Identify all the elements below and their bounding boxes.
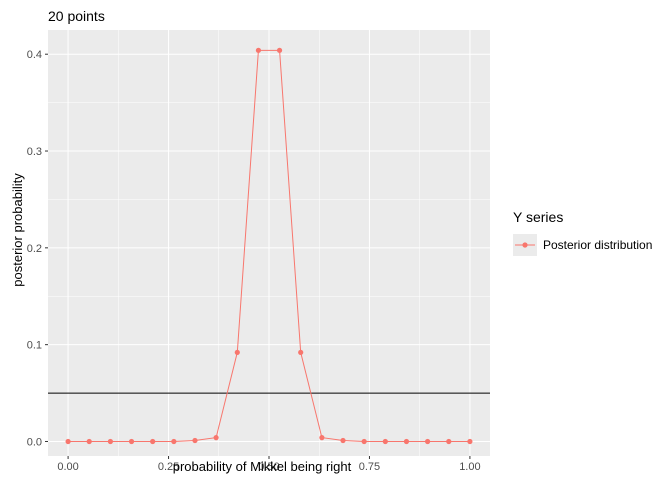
x-axis-ticks: 0.00 0.25 0.50 0.75 1.00 — [57, 456, 481, 473]
major-gridlines — [48, 30, 490, 456]
y-tick-label: 0.4 — [27, 49, 42, 61]
chart-title: 20 points — [48, 8, 105, 24]
data-point — [192, 437, 198, 444]
data-point — [107, 438, 114, 445]
legend-label-posterior: Posterior distribution — [543, 238, 652, 252]
data-point — [213, 435, 219, 441]
data-point — [86, 438, 92, 445]
data-point — [361, 438, 367, 445]
y-tick-label: 0.0 — [27, 436, 42, 448]
data-point — [276, 47, 283, 53]
data-point — [171, 438, 177, 445]
x-axis-label: probability of Mikkel being right — [173, 459, 352, 474]
x-tick-label: 1.00 — [459, 461, 480, 473]
x-tick-label: 0.00 — [57, 461, 78, 473]
data-point — [65, 438, 71, 445]
data-point — [255, 47, 262, 53]
data-point — [150, 438, 156, 445]
data-point — [319, 435, 325, 441]
y-tick-label: 0.3 — [27, 146, 42, 158]
x-tick-label: 0.50 — [258, 461, 279, 473]
y-axis-ticks: 0.0 0.1 0.2 0.3 0.4 — [27, 49, 48, 448]
data-point — [382, 438, 388, 445]
data-point — [446, 438, 452, 445]
y-tick-label: 0.2 — [27, 243, 42, 255]
data-point — [298, 349, 304, 356]
x-tick-label: 0.25 — [158, 461, 179, 473]
data-point — [424, 438, 431, 445]
y-tick-label: 0.1 — [27, 340, 42, 352]
series-line-0 — [68, 49, 470, 442]
data-point — [467, 438, 473, 445]
y-axis-label: posterior probability — [10, 173, 25, 287]
legend: Y series Posterior distribution — [513, 209, 652, 256]
x-tick-label: 0.75 — [359, 461, 380, 473]
data-point — [128, 438, 135, 445]
data-point — [403, 438, 410, 445]
data-point — [340, 437, 346, 444]
data-point — [234, 349, 240, 356]
legend-title: Y series — [513, 209, 563, 225]
legend-key-point — [522, 242, 528, 248]
series-layer — [65, 47, 473, 445]
